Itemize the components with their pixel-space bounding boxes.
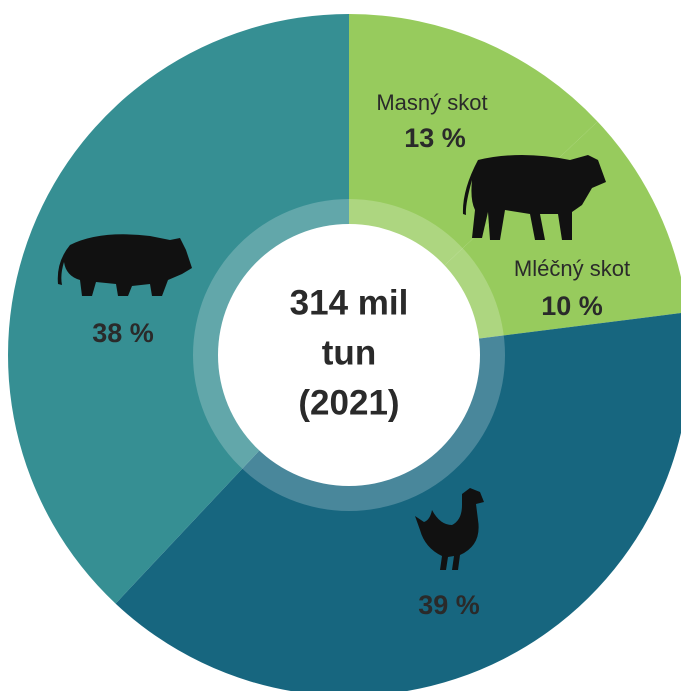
cow-icon: [462, 155, 606, 240]
slice-value: 10 %: [541, 291, 603, 321]
slice-value: 38 %: [92, 318, 154, 348]
slice-value: 13 %: [404, 123, 466, 153]
center-line: (2021): [298, 383, 399, 422]
pig-icon: [57, 234, 192, 296]
slice-value: 39 %: [418, 590, 480, 620]
slice-name: Masný skot: [376, 90, 487, 115]
center-line: tun: [322, 333, 376, 372]
slice-name: Mléčný skot: [514, 256, 630, 281]
slice: [7, 14, 349, 604]
chicken-icon: [415, 488, 484, 570]
center-disc: [218, 224, 480, 486]
center-line: 314 mil: [290, 283, 409, 322]
center-text: 314 mil tun (2021): [290, 283, 409, 422]
slice: [115, 313, 681, 691]
labels: Masný skot 13 % Mléčný skot 10 % 39 % 38 %: [92, 90, 630, 620]
